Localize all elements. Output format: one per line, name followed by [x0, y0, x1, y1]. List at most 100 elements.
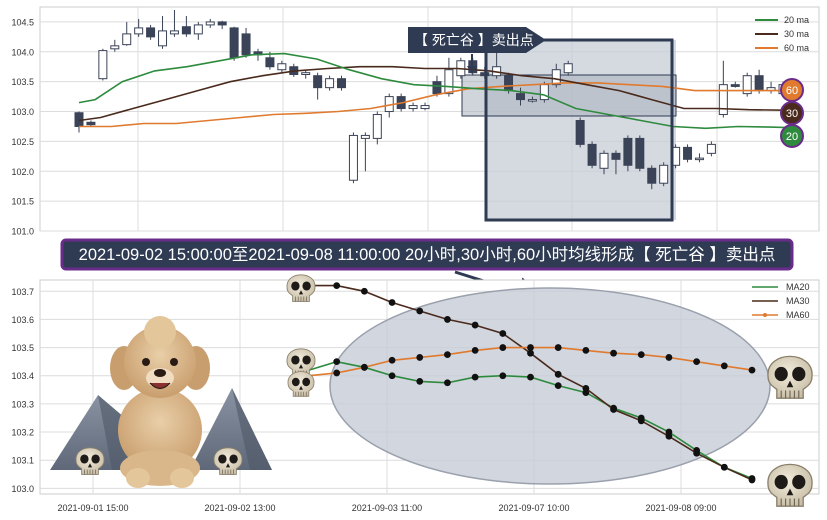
bottom-y-tick-label: 103.0 [11, 484, 34, 494]
bottom-point-ma60 [720, 362, 728, 370]
candle-body [659, 164, 669, 184]
skull-nose [786, 380, 794, 388]
bottom-point-ma30 [360, 287, 368, 295]
bottom-point-ma20 [554, 382, 562, 389]
top-legend: 20 ma 30 ma 60 ma [755, 15, 809, 53]
bottom-x-tick-label: 2021-09-01 15:00 [57, 503, 128, 513]
candle-body [551, 69, 561, 86]
bottom-point-ma30 [471, 321, 479, 329]
legend-ma30-label: MA30 [786, 296, 810, 306]
top-y-tick-label: 102.0 [11, 167, 34, 177]
badge-20-label: 20 [786, 131, 798, 143]
candle-body [706, 143, 716, 154]
ma-badges: 60 30 20 [780, 78, 804, 148]
skull-nose [298, 290, 304, 295]
candle-body [432, 81, 442, 95]
bottom-point-ma30 [720, 463, 728, 471]
skull-head [286, 274, 316, 302]
top-y-tick-label: 101.5 [11, 197, 34, 207]
bottom-point-ma60 [693, 358, 701, 366]
bottom-point-ma60 [471, 346, 479, 354]
skull-eye [302, 377, 311, 387]
top-y-tick-label: 104.0 [11, 47, 34, 57]
candle-body [146, 27, 156, 38]
sell-point-label: 【 死亡谷 】卖出点 [414, 32, 534, 48]
skull-icon [767, 463, 813, 507]
death-valley-ellipse [329, 287, 771, 485]
candle-body [611, 152, 621, 160]
bottom-point-ma20 [499, 372, 507, 380]
bottom-y-tick-label: 103.2 [11, 428, 34, 438]
candle-body [110, 45, 120, 50]
skull-head [213, 447, 243, 475]
top-y-tick-label: 103.5 [11, 77, 34, 87]
legend-ma60-label: MA60 [786, 310, 810, 320]
skull-eye [792, 474, 806, 490]
candle-body [122, 33, 132, 46]
skull-head [75, 447, 105, 475]
candle-body [158, 30, 168, 47]
candle-body [599, 152, 609, 169]
bottom-x-tick-label: 2021-09-08 09:00 [645, 503, 716, 513]
bottom-point-ma60 [637, 351, 645, 359]
candle-body [504, 75, 514, 92]
skull-nose [225, 463, 231, 468]
legend-20ma-label: 20 ma [784, 15, 809, 25]
candle-body [265, 57, 275, 68]
candle-body [98, 50, 108, 80]
bottom-point-ma60 [554, 344, 562, 351]
bottom-point-ma60 [582, 346, 590, 354]
bottom-point-ma30 [499, 330, 507, 337]
candle-body [181, 26, 191, 35]
candle-body [193, 24, 203, 35]
skull-icon [213, 447, 243, 475]
legend-30ma-label: 30 ma [784, 29, 809, 39]
candle-body [742, 75, 752, 95]
bottom-point-ma30 [388, 299, 396, 306]
skull-eye [291, 281, 300, 291]
badge-30-label: 30 [786, 108, 798, 120]
skull-nose [87, 463, 93, 468]
skull-head [286, 348, 316, 376]
candle-body [217, 21, 227, 26]
candle-body [635, 137, 645, 169]
candle-body [277, 63, 287, 71]
candle-body [134, 27, 144, 35]
candle-body [623, 137, 633, 166]
top-y-tick-label: 101.0 [11, 227, 34, 237]
skull-nose [786, 488, 794, 496]
bottom-point-ma30 [582, 385, 590, 392]
candle-body [301, 72, 311, 75]
skull-eye [302, 355, 311, 365]
banner-text: 2021-09-02 15:00:00至2021-09-08 11:00:00 … [79, 245, 776, 264]
skull-eye [229, 454, 238, 464]
bottom-point-ma30 [527, 349, 534, 357]
top-line-ma30 [78, 65, 793, 122]
candle-body [337, 78, 347, 89]
zone-highlight-frame [484, 38, 674, 222]
top-line-ma20 [78, 52, 793, 130]
bottom-point-ma20 [388, 372, 396, 380]
legend-ma20-label: MA20 [786, 282, 810, 292]
bottom-x-ticks: 2021-09-01 15:00 2021-09-02 13:00 2021-09-… [57, 503, 716, 513]
bottom-point-ma60 [444, 351, 451, 359]
bottom-x-tick-label: 2021-09-03 11:00 [352, 503, 422, 513]
bottom-ma-lines [308, 282, 756, 484]
bottom-point-ma30 [333, 282, 341, 290]
sell-point-marker: 【 死亡谷 】卖出点 [408, 27, 546, 74]
bottom-x-tick-label: 2021-09-02 13:00 [204, 503, 275, 513]
bottom-point-ma20 [444, 379, 451, 387]
candle-body [86, 121, 96, 126]
banner-bg [60, 238, 794, 271]
candle-body [169, 30, 179, 35]
candle-body [420, 105, 430, 110]
skull-nose [299, 385, 303, 390]
bottom-point-ma30 [665, 432, 673, 440]
badge-60-label: 60 [786, 85, 798, 97]
skull-eye [80, 454, 89, 464]
bottom-point-ma30 [610, 406, 617, 413]
skull-head [287, 371, 315, 397]
candle-body [515, 93, 525, 101]
bottom-point-ma60 [610, 349, 617, 357]
